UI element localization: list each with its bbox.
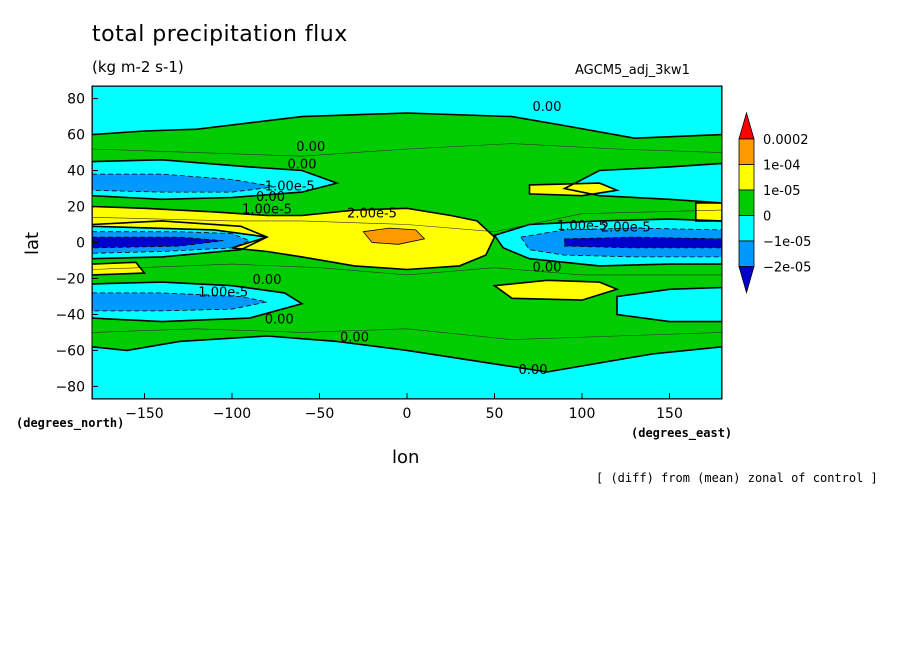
colorbar-label: 1e-05	[763, 184, 801, 199]
contour-line	[564, 236, 722, 249]
north-far-east-wet-patch	[695, 202, 722, 221]
contour-line	[616, 286, 722, 323]
contour-line	[92, 220, 269, 260]
contour-label: 0.00	[533, 260, 562, 275]
contour-line	[92, 263, 722, 276]
colorbar-swatch	[738, 138, 755, 165]
contour-line	[92, 158, 340, 201]
colorbar: 0.0002 1e-04 1e-05 0 −1e-05 −2e-05	[738, 111, 811, 294]
south-band-strong	[92, 292, 267, 311]
y-tick-label: −80	[55, 379, 85, 395]
contour-line	[528, 182, 620, 197]
contour-line	[92, 143, 722, 157]
contour-label: 2.00e-5	[347, 206, 397, 221]
colorbar-label: 0.0002	[763, 133, 809, 148]
contour-line	[520, 227, 722, 258]
contour-line	[92, 231, 251, 254]
contour-line	[562, 162, 722, 204]
contour-line	[92, 281, 304, 323]
chart-title: total precipitation flux	[92, 22, 348, 47]
contour-line	[92, 86, 722, 140]
colorbar-label: 1e-04	[763, 159, 801, 174]
colorbar-swatch	[738, 189, 755, 216]
contour-label: 1.00e-5	[198, 285, 248, 300]
colorbar-top-arrow	[738, 111, 755, 140]
y-tick-label: −60	[55, 343, 85, 359]
y-tick-label: 20	[67, 200, 85, 216]
contour-label: 1.00e-5	[242, 203, 292, 218]
contour-label: 0.00	[253, 273, 282, 288]
contour-label: 0.00	[265, 312, 294, 327]
contour-line	[493, 218, 722, 267]
x-tick-label: 150	[656, 406, 683, 422]
y-tick-label: 0	[76, 236, 85, 252]
atlantic-peak	[363, 228, 425, 245]
colorbar-swatch	[738, 164, 755, 191]
contour-line	[492, 279, 620, 301]
plot-area: 0.000.000.001.00e-50.001.00e-5 2.00e-51.0…	[92, 86, 722, 399]
colorbar-label: −1e-05	[763, 235, 811, 250]
contour-label: 0.00	[519, 363, 548, 378]
y-axis-label: lat	[22, 231, 43, 255]
y-tick-label: −40	[55, 307, 85, 323]
contour-line	[92, 261, 147, 276]
y-axis-unit: (degrees_north)	[16, 416, 125, 430]
colorbar-label: −2e-05	[763, 261, 811, 276]
x-axis-unit: (degrees_east)	[631, 426, 733, 440]
contour-line	[92, 205, 496, 271]
contour-label: 0.00	[533, 100, 562, 115]
contour-line	[92, 173, 276, 193]
y-tick-label: 60	[67, 128, 85, 144]
north-band-strong	[92, 174, 276, 193]
colorbar-swatch	[738, 215, 755, 242]
contour-label: 1.00e-5	[557, 219, 607, 234]
contour-label: 0.00	[340, 330, 369, 345]
contour-line	[92, 236, 224, 249]
contour-label: 0.00	[256, 190, 285, 205]
diff-note: [ (diff) from (mean) zonal of control ]	[596, 471, 878, 485]
contour-label: 1.00e-5	[265, 179, 315, 194]
y-tick-label: −20	[55, 271, 85, 287]
equator-west-core	[92, 237, 224, 248]
colorbar-swatch	[738, 240, 755, 267]
south-polar-region	[92, 336, 722, 399]
contour-line	[694, 202, 722, 222]
colorbar-bottom-arrow	[738, 266, 755, 294]
x-tick-label: −50	[305, 406, 335, 422]
x-tick-label: 0	[403, 406, 412, 422]
contour-line	[92, 335, 722, 399]
x-tick-label: 100	[569, 406, 596, 422]
contour-label: 0.00	[288, 158, 317, 173]
x-tick-label: −150	[125, 406, 163, 422]
contour-line	[92, 292, 268, 312]
south-subtropic-east-region	[617, 287, 722, 322]
equator-east-core	[564, 237, 722, 248]
contour-label: 0.00	[296, 140, 325, 155]
colorbar-label: 0	[763, 210, 771, 225]
south-east-wet-patch	[494, 280, 617, 301]
contour-label: 2.00e-5	[601, 221, 651, 236]
contour-line	[362, 227, 426, 245]
chart-units: (kg m-2 s-1)	[92, 58, 184, 76]
x-tick-label: −100	[213, 406, 251, 422]
y-tick-label: 40	[67, 164, 85, 180]
contour-line	[92, 328, 722, 340]
x-tick-label: 50	[486, 406, 504, 422]
y-tick-label: 80	[67, 92, 85, 108]
x-axis-label: lon	[392, 447, 420, 468]
contour-line	[92, 209, 722, 233]
run-name: AGCM5_adj_3kw1	[575, 63, 690, 78]
north-east-wet-patch	[529, 183, 617, 196]
